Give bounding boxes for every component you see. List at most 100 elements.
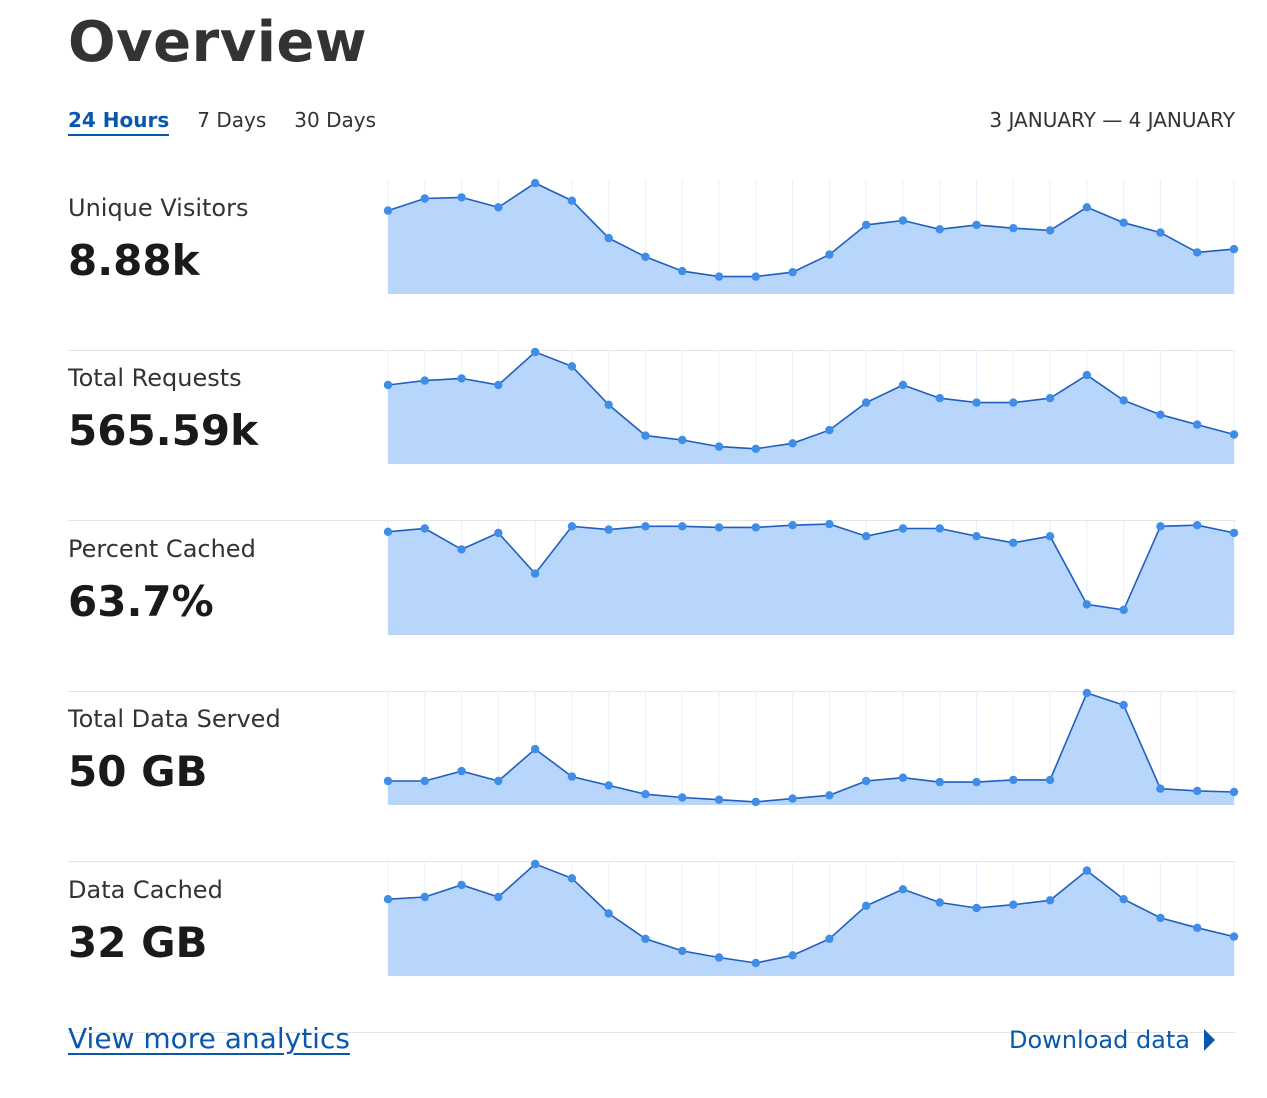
data-point <box>457 880 466 890</box>
data-point <box>494 892 503 902</box>
data-point <box>861 776 871 786</box>
data-point <box>567 772 577 781</box>
data-point <box>1229 244 1239 254</box>
series-area <box>388 864 1234 976</box>
data-point <box>714 442 724 451</box>
data-point <box>1045 226 1055 235</box>
time-range-tabs: 24 Hours 7 Days 30 Days <box>68 108 376 136</box>
metric-value: 32 GB <box>68 918 208 967</box>
series-line <box>387 863 1235 964</box>
data-point <box>641 431 650 440</box>
data-point <box>1193 248 1202 257</box>
view-more-analytics-link[interactable]: View more analytics <box>68 1022 350 1055</box>
data-point <box>383 895 393 904</box>
data-point <box>530 347 540 357</box>
data-point <box>604 781 613 790</box>
divider <box>68 691 1235 692</box>
data-point <box>641 522 650 531</box>
divider <box>68 861 1235 862</box>
data-point <box>457 766 466 776</box>
data-point <box>678 522 687 531</box>
data-point <box>788 521 797 530</box>
data-point <box>825 791 834 800</box>
data-point <box>1229 430 1239 439</box>
data-point <box>825 934 834 943</box>
data-point <box>604 400 613 409</box>
data-point <box>494 776 503 786</box>
data-point <box>825 250 834 259</box>
data-point <box>1009 538 1018 547</box>
data-point <box>678 793 687 802</box>
data-point <box>678 266 687 276</box>
unique-visitors-chart <box>383 178 1239 294</box>
data-point <box>1082 370 1092 380</box>
date-range: 3 JANUARY — 4 JANUARY <box>989 108 1235 132</box>
data-point <box>641 934 650 943</box>
data-point <box>1229 787 1239 797</box>
data-point <box>1229 528 1239 538</box>
data-point <box>788 794 797 803</box>
data-point <box>898 773 908 782</box>
data-point <box>1009 775 1018 785</box>
data-point <box>714 272 724 281</box>
tab-24-hours[interactable]: 24 Hours <box>68 108 170 136</box>
metric-value: 63.7% <box>68 577 214 626</box>
data-point <box>898 216 908 225</box>
metric-total-data-served: Total Data Served 50 GB <box>68 688 1239 862</box>
data-point <box>861 532 871 541</box>
data-point <box>1082 688 1092 698</box>
data-point <box>935 225 944 234</box>
data-point <box>751 797 761 807</box>
data-point <box>567 362 577 371</box>
data-point <box>1119 895 1128 904</box>
series-area <box>388 352 1234 464</box>
metric-label: Total Requests <box>68 364 242 392</box>
data-point <box>420 524 429 533</box>
divider <box>68 350 1235 351</box>
data-point <box>383 776 393 786</box>
data-point <box>1193 420 1202 429</box>
data-point <box>678 946 687 956</box>
data-point <box>972 777 981 787</box>
metric-data-cached: Data Cached 32 GB <box>68 859 1239 1033</box>
series-line <box>387 351 1235 450</box>
data-point <box>935 394 944 403</box>
data-point <box>1009 398 1018 407</box>
data-point <box>972 220 981 230</box>
tab-7-days[interactable]: 7 Days <box>197 108 267 132</box>
total-data-served-chart <box>383 688 1239 807</box>
data-point <box>1119 218 1128 227</box>
series-area <box>388 693 1234 805</box>
data-point <box>530 569 540 578</box>
data-point <box>825 425 834 435</box>
data-point <box>898 380 908 390</box>
data-point <box>751 272 761 281</box>
data-point <box>788 268 797 277</box>
data-point <box>567 522 577 531</box>
data-point <box>494 528 503 538</box>
divider <box>68 1032 1235 1033</box>
data-point <box>494 203 503 212</box>
metric-percent-cached: Percent Cached 63.7% <box>68 519 1239 692</box>
data-point <box>1156 228 1165 237</box>
download-data-button[interactable]: Download data <box>1009 1026 1215 1054</box>
data-point <box>751 523 761 532</box>
data-point <box>1082 203 1092 212</box>
data-point <box>420 892 429 902</box>
data-point <box>714 953 724 962</box>
data-point <box>1156 522 1165 531</box>
metric-label: Unique Visitors <box>68 194 249 222</box>
data-point <box>1156 784 1165 793</box>
data-point <box>751 444 761 453</box>
metric-value: 565.59k <box>68 406 259 455</box>
total-requests-chart <box>383 347 1239 464</box>
metric-value: 8.88k <box>68 236 200 285</box>
data-point <box>1193 923 1202 932</box>
data-point <box>1193 786 1202 796</box>
tab-30-days[interactable]: 30 Days <box>294 108 376 132</box>
data-point <box>714 795 724 804</box>
data-point <box>1193 521 1202 530</box>
data-point <box>604 233 613 243</box>
data-cached-chart <box>383 859 1239 976</box>
data-point <box>1045 775 1055 785</box>
